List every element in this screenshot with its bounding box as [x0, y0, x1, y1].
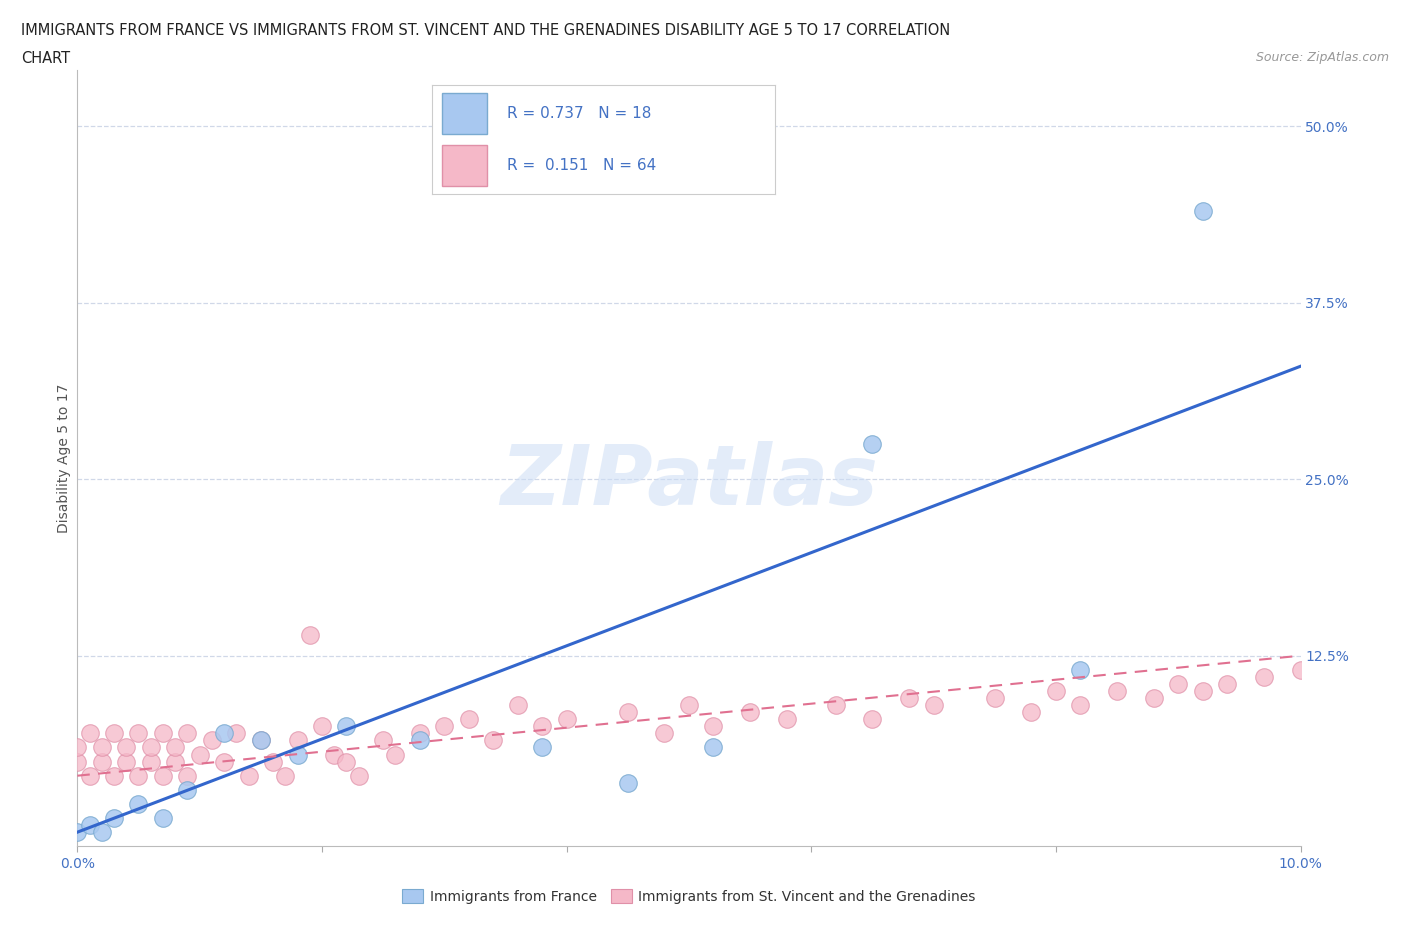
Point	[433, 719, 456, 734]
Point	[128, 796, 150, 811]
Point	[1021, 705, 1043, 720]
Point	[1191, 684, 1213, 698]
Point	[617, 705, 640, 720]
Point	[1253, 670, 1275, 684]
Point	[90, 740, 112, 755]
Point	[702, 719, 724, 734]
Point	[115, 740, 138, 755]
Text: IMMIGRANTS FROM FRANCE VS IMMIGRANTS FROM ST. VINCENT AND THE GRENADINES DISABIL: IMMIGRANTS FROM FRANCE VS IMMIGRANTS FRO…	[21, 23, 950, 38]
Point	[1289, 662, 1312, 677]
Point	[103, 811, 125, 826]
Point	[79, 817, 101, 832]
Text: CHART: CHART	[21, 51, 70, 66]
Point	[188, 747, 211, 762]
Point	[1069, 662, 1091, 677]
Point	[250, 733, 273, 748]
Point	[702, 740, 724, 755]
Point	[66, 825, 89, 840]
Y-axis label: Disability Age 5 to 17: Disability Age 5 to 17	[58, 383, 72, 533]
Point	[66, 754, 89, 769]
Point	[139, 740, 162, 755]
Point	[922, 698, 945, 712]
Point	[1143, 691, 1166, 706]
Point	[531, 740, 554, 755]
Point	[409, 733, 432, 748]
Point	[617, 776, 640, 790]
Point	[176, 726, 198, 741]
Point	[152, 726, 174, 741]
Point	[1216, 676, 1239, 691]
Point	[212, 754, 235, 769]
Point	[152, 811, 174, 826]
Point	[1191, 204, 1213, 219]
Point	[287, 747, 309, 762]
Point	[384, 747, 406, 762]
Point	[862, 711, 884, 726]
Point	[212, 726, 235, 741]
Point	[654, 726, 676, 741]
Point	[79, 768, 101, 783]
Point	[225, 726, 247, 741]
Point	[90, 825, 112, 840]
Point	[371, 733, 394, 748]
Point	[347, 768, 370, 783]
Point	[128, 768, 150, 783]
Point	[90, 754, 112, 769]
Point	[1167, 676, 1189, 691]
Text: ZIPatlas: ZIPatlas	[501, 441, 877, 522]
Point	[79, 726, 101, 741]
Point	[115, 754, 138, 769]
Point	[165, 754, 187, 769]
Point	[66, 740, 89, 755]
Point	[103, 768, 125, 783]
Point	[776, 711, 799, 726]
Point	[262, 754, 284, 769]
Point	[824, 698, 846, 712]
Point	[482, 733, 505, 748]
Point	[323, 747, 346, 762]
Point	[176, 782, 198, 797]
Point	[531, 719, 554, 734]
Point	[152, 768, 174, 783]
Point	[1107, 684, 1129, 698]
Point	[1045, 684, 1067, 698]
Point	[409, 726, 432, 741]
Point	[555, 711, 578, 726]
Point	[506, 698, 529, 712]
Point	[984, 691, 1007, 706]
Point	[128, 726, 150, 741]
Point	[740, 705, 762, 720]
Point	[311, 719, 333, 734]
Point	[165, 740, 187, 755]
Point	[250, 733, 273, 748]
Point	[238, 768, 260, 783]
Point	[103, 726, 125, 741]
Point	[862, 436, 884, 451]
Point	[139, 754, 162, 769]
Point	[335, 719, 357, 734]
Point	[176, 768, 198, 783]
Point	[1069, 698, 1091, 712]
Point	[335, 754, 357, 769]
Point	[298, 627, 321, 642]
Point	[898, 691, 921, 706]
Point	[287, 733, 309, 748]
Text: Source: ZipAtlas.com: Source: ZipAtlas.com	[1256, 51, 1389, 64]
Point	[274, 768, 297, 783]
Point	[457, 711, 479, 726]
Point	[201, 733, 224, 748]
Legend: Immigrants from France, Immigrants from St. Vincent and the Grenadines: Immigrants from France, Immigrants from …	[396, 884, 981, 910]
Point	[678, 698, 700, 712]
